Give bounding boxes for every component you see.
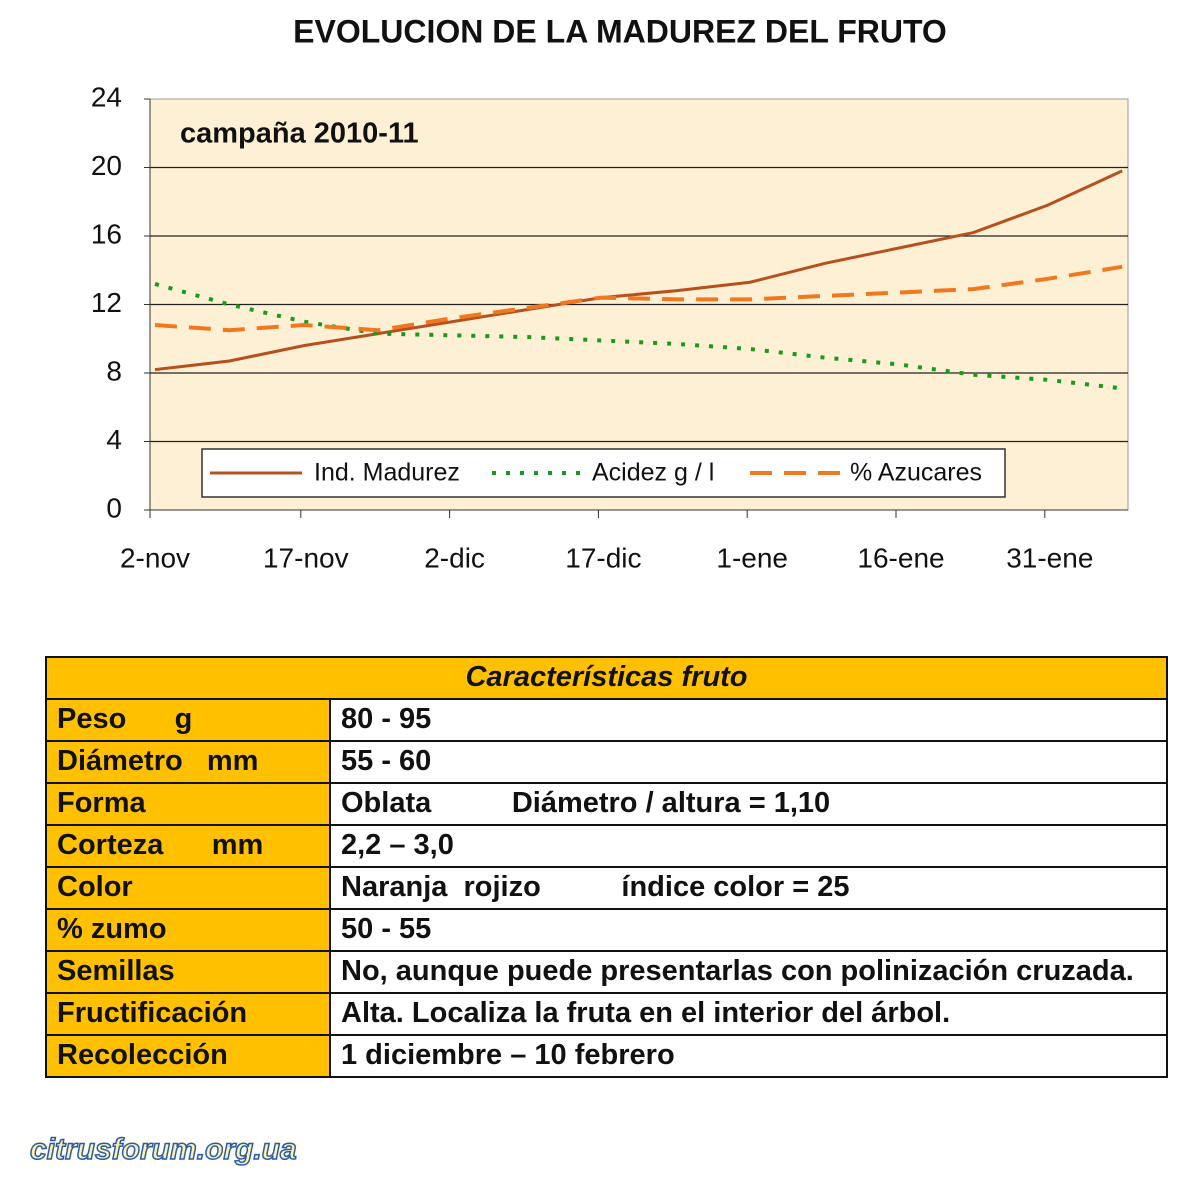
x-tick-label: 17-dic bbox=[565, 542, 641, 573]
annotation: campaña 2010-11 bbox=[180, 118, 419, 150]
table-row: % zumo 50 - 55 bbox=[45, 908, 1168, 952]
row-label: Peso g bbox=[45, 698, 331, 742]
legend-label: Acidez g / l bbox=[592, 459, 714, 487]
row-label: Recolección bbox=[45, 1034, 331, 1078]
x-tick-label: 17-nov bbox=[263, 542, 349, 573]
legend-label: % Azucares bbox=[850, 459, 982, 487]
y-tick-label: 20 bbox=[91, 150, 122, 181]
row-value: No, aunque puede presentarlas con polini… bbox=[329, 950, 1168, 994]
x-tick-label: 2-nov bbox=[120, 542, 190, 573]
x-tick-label: 1-ene bbox=[716, 542, 788, 573]
row-value: 1 diciembre – 10 febrero bbox=[329, 1034, 1168, 1078]
row-value: 50 - 55 bbox=[329, 908, 1168, 952]
table-row: Semillas No, aunque puede presentarlas co… bbox=[45, 950, 1168, 994]
legend-label: Ind. Madurez bbox=[314, 459, 460, 487]
row-label: Color bbox=[45, 866, 331, 910]
y-tick-label: 24 bbox=[91, 81, 122, 112]
legend-box bbox=[201, 448, 1006, 498]
series-line bbox=[154, 169, 1123, 372]
y-tick-label: 0 bbox=[106, 492, 122, 523]
table-row: Peso g 80 - 95 bbox=[45, 698, 1168, 742]
row-value: Alta. Localiza la fruta en el interior d… bbox=[329, 992, 1168, 1036]
y-tick-label: 8 bbox=[106, 355, 122, 386]
x-tick-label: 16-ene bbox=[857, 542, 944, 573]
chart-title: EVOLUCION DE LA MADUREZ DEL FRUTO bbox=[293, 13, 947, 49]
table-row: Color Naranja rojizo índice color = 25 bbox=[45, 866, 1168, 910]
table-row: Forma Oblata Diámetro / altura = 1,10 bbox=[45, 782, 1168, 826]
table-header-row: Características fruto bbox=[45, 656, 1168, 700]
row-label: Forma bbox=[45, 782, 331, 826]
row-value: 2,2 – 3,0 bbox=[329, 824, 1168, 868]
table-title: Características fruto bbox=[45, 656, 1168, 700]
row-label: Fructificación bbox=[45, 992, 331, 1036]
row-value: Oblata Diámetro / altura = 1,10 bbox=[329, 782, 1168, 826]
y-tick-label: 4 bbox=[106, 424, 122, 455]
watermark: citrusforum.org.ua bbox=[29, 1132, 297, 1167]
series-line bbox=[154, 264, 1123, 333]
row-label: Semillas bbox=[45, 950, 331, 994]
y-tick-label: 12 bbox=[91, 287, 122, 318]
row-value: Naranja rojizo índice color = 25 bbox=[329, 866, 1168, 910]
series-line bbox=[154, 282, 1123, 391]
table-row: Corteza mm 2,2 – 3,0 bbox=[45, 824, 1168, 868]
table-row: Fructificación Alta. Localiza la fruta en… bbox=[45, 992, 1168, 1036]
y-tick-label: 16 bbox=[91, 218, 122, 249]
row-label: Diámetro mm bbox=[45, 740, 331, 784]
row-label: Corteza mm bbox=[45, 824, 331, 868]
x-tick-label: 2-dic bbox=[424, 542, 485, 573]
fruit-table: Características fruto Peso g 80 - 95 Diámet… bbox=[45, 656, 1168, 1078]
row-value: 55 - 60 bbox=[329, 740, 1168, 784]
table-row: Diámetro mm 55 - 60 bbox=[45, 740, 1168, 784]
row-label: % zumo bbox=[45, 908, 331, 952]
x-tick-label: 31-ene bbox=[1006, 542, 1093, 573]
table-row: Recolección 1 diciembre – 10 febrero bbox=[45, 1034, 1168, 1078]
chart: EVOLUCION DE LA MADUREZ DEL FRUTO 0 4 8 12 1… bbox=[91, 13, 1129, 573]
row-value: 80 - 95 bbox=[329, 698, 1168, 742]
